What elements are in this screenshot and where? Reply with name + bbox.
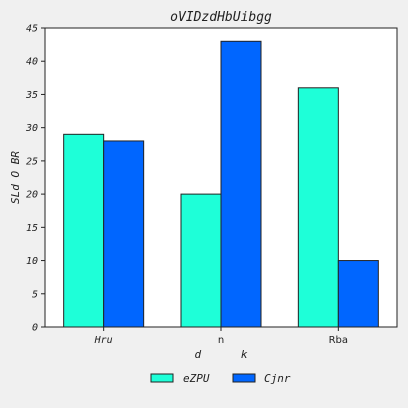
bar-eZPU-Hru (63, 133, 105, 328)
y-tick-label: 40 (26, 57, 38, 68)
bar-Cjnr-n (220, 40, 262, 328)
legend-label-Cjnr: Cjnr (264, 372, 291, 385)
x-tick-label: n (218, 335, 224, 346)
bar-Cjnr-Rba (337, 260, 379, 328)
y-tick-label: 30 (25, 123, 38, 134)
bar-Cjnr-Hru (103, 140, 145, 328)
y-tick-label: 0 (32, 323, 38, 334)
y-tick-label: 35 (25, 90, 38, 101)
legend-swatch-Cjnr (232, 373, 256, 383)
y-tick-label: 20 (26, 190, 38, 201)
y-tick-label: 10 (26, 256, 38, 267)
x-tick-label: Hru (94, 335, 113, 346)
legend-swatch-eZPU (150, 373, 174, 383)
chart-title: oVIDzdHbUibgg (170, 10, 272, 25)
y-axis-label: SLd O BR (9, 151, 22, 204)
x-axis-label: d k (195, 348, 248, 361)
y-axis: 0 5 10 15 20 25 30 35 40 45 (25, 24, 45, 334)
bar-eZPU-Rba (297, 87, 339, 328)
x-tick-label: Rba (329, 335, 348, 346)
y-tick-label: 25 (26, 156, 38, 167)
y-tick-label: 15 (26, 223, 38, 234)
bars-layer (63, 40, 379, 328)
y-tick-label: 5 (32, 289, 38, 300)
legend: eZPU Cjnr (150, 372, 291, 385)
legend-label-eZPU: eZPU (183, 372, 210, 385)
y-tick-label: 45 (26, 24, 38, 35)
x-axis: Hru n Rba (94, 327, 348, 346)
bar-eZPU-n (180, 193, 222, 328)
